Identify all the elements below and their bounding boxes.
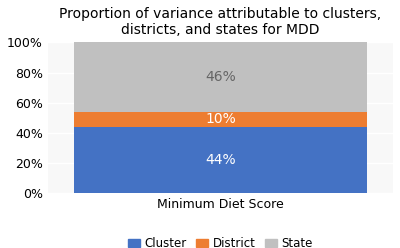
Text: 44%: 44% (205, 153, 236, 167)
Legend: Cluster, District, State: Cluster, District, State (123, 233, 318, 248)
Title: Proportion of variance attributable to clusters,
districts, and states for MDD: Proportion of variance attributable to c… (59, 7, 382, 37)
Text: 10%: 10% (205, 113, 236, 126)
Bar (74, 112, 367, 127)
Bar (74, 127, 367, 193)
Bar (74, 42, 367, 112)
Text: 46%: 46% (205, 70, 236, 84)
